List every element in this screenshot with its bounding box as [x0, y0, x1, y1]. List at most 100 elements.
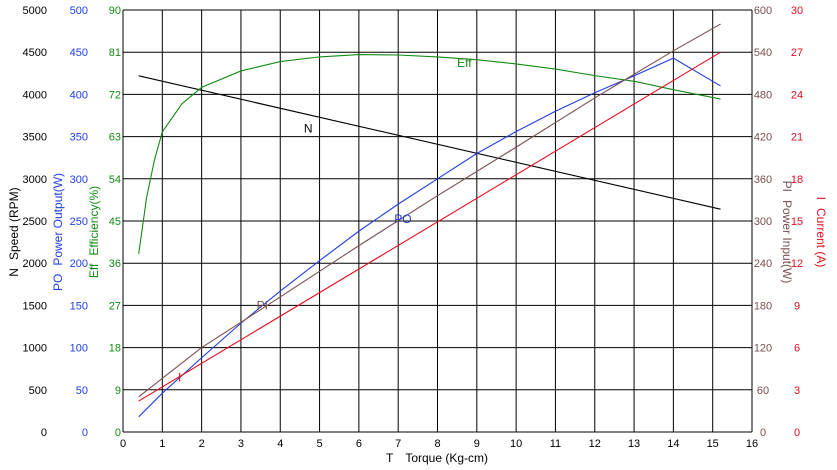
y-tick-label-pi: 480	[754, 89, 772, 101]
y-tick-label-n: 4500	[23, 47, 47, 59]
x-axis-title: T Torque (Kg-cm)	[386, 451, 488, 465]
y-tick-label-eff: 0	[115, 427, 121, 439]
y-axis-symbol: PO	[51, 274, 65, 291]
x-tick-label: 11	[550, 438, 561, 450]
y-tick-label-po: 300	[70, 174, 88, 186]
curve-label-i: I	[178, 370, 181, 384]
y-axis-title-text: I Current (A)	[814, 197, 828, 268]
y-tick-label-i: 6	[794, 343, 800, 355]
y-tick-label-po: 450	[70, 47, 88, 59]
chart-axis-titles: N Speed (RPM) PO Power Output(W) Eff Efficien…	[7, 173, 828, 465]
y-tick-label-eff: 72	[109, 89, 121, 101]
y-tick-label-pi: 180	[754, 300, 772, 312]
y-tick-label-po: 250	[70, 216, 88, 228]
y-axis-label: Speed (RPM)	[7, 187, 21, 260]
y-tick-label-po: 500	[70, 5, 88, 17]
x-tick-label: 8	[434, 438, 440, 450]
y-axis-symbol: N	[7, 268, 21, 277]
y-axis-symbol: PI	[780, 181, 794, 192]
y-tick-label-pi: 360	[754, 174, 772, 186]
y-axis-label: Power Input(W)	[780, 200, 794, 283]
x-tick-label: 12	[589, 438, 601, 450]
x-axis-symbol: T	[386, 451, 394, 465]
y-axis-title-text: N Speed (RPM)	[7, 187, 21, 276]
y-tick-label-po: 0	[82, 427, 88, 439]
x-tick-label: 9	[474, 438, 480, 450]
y-tick-label-eff: 27	[109, 300, 121, 312]
chart-grid	[122, 9, 753, 433]
y-tick-label-eff: 90	[109, 5, 121, 17]
y-axis-title-n: N Speed (RPM)	[7, 187, 21, 276]
y-tick-label-n: 2000	[23, 258, 47, 270]
y-tick-label-n: 3500	[23, 132, 47, 144]
x-tick-label: 3	[238, 438, 244, 450]
chart-curve-labels: N PO Eff PI I	[178, 56, 472, 384]
y-tick-label-n: 500	[29, 385, 47, 397]
y-axis-title-text: Eff Efficiency(%)	[87, 186, 101, 278]
y-axis-title-text: PI Power Input(W)	[780, 181, 794, 284]
chart-curves	[138, 23, 721, 418]
y-tick-label-eff: 45	[109, 216, 121, 228]
y-tick-label-po: 400	[70, 89, 88, 101]
y-tick-label-i: 9	[794, 300, 800, 312]
x-tick-label: 10	[510, 438, 522, 450]
x-tick-label: 13	[628, 438, 640, 450]
y-tick-label-po: 150	[70, 300, 88, 312]
series-line-po	[138, 57, 721, 418]
x-tick-label: 16	[746, 438, 758, 450]
y-axis-title-text: PO Power Output(W)	[51, 173, 65, 291]
y-tick-label-pi: 300	[754, 216, 772, 228]
y-tick-label-pi: 540	[754, 47, 772, 59]
x-tick-label: 14	[667, 438, 679, 450]
y-axis-label: Power Output(W)	[51, 173, 65, 266]
y-tick-label-pi: 60	[757, 385, 769, 397]
series-line-eff	[138, 53, 721, 254]
x-tick-label: 1	[159, 438, 165, 450]
y-tick-label-eff: 54	[109, 174, 121, 186]
y-tick-label-n: 5000	[23, 5, 47, 17]
y-axis-label: Current (A)	[814, 208, 828, 267]
chart-tick-labels: 0 1 2 3 4 5 6 7 8 9 10 11 12 13 14 15 160500100015002000…	[23, 5, 804, 450]
y-tick-label-n: 1000	[23, 343, 47, 355]
y-tick-label-pi: 600	[754, 5, 772, 17]
y-tick-label-eff: 9	[115, 385, 121, 397]
y-tick-label-i: 18	[791, 174, 803, 186]
y-tick-label-n: 4000	[23, 89, 47, 101]
x-tick-label: 15	[707, 438, 719, 450]
y-tick-label-i: 3	[794, 385, 800, 397]
x-tick-label: 2	[199, 438, 205, 450]
curve-label-eff: Eff	[457, 56, 472, 70]
y-axis-label: Efficiency(%)	[87, 186, 101, 256]
y-axis-title-po: PO Power Output(W)	[51, 173, 65, 291]
y-tick-label-i: 27	[791, 47, 803, 59]
y-tick-label-i: 30	[791, 5, 803, 17]
y-tick-label-eff: 81	[109, 47, 121, 59]
y-axis-title-eff: Eff Efficiency(%)	[87, 186, 101, 278]
y-tick-label-n: 2500	[23, 216, 47, 228]
y-tick-label-eff: 18	[109, 343, 121, 355]
curve-label-pi: PI	[257, 299, 268, 313]
y-tick-label-pi: 0	[760, 427, 766, 439]
x-tick-label: 5	[317, 438, 323, 450]
y-tick-label-eff: 36	[109, 258, 121, 270]
x-axis-label: Torque (Kg-cm)	[405, 451, 488, 465]
x-tick-label: 0	[120, 438, 126, 450]
y-tick-label-i: 0	[794, 427, 800, 439]
y-axis-symbol: I	[814, 197, 828, 200]
series-line-n	[138, 75, 721, 210]
x-tick-label: 4	[277, 438, 283, 450]
y-axis-title-i: I Current (A)	[814, 197, 828, 268]
y-tick-label-n: 0	[41, 427, 47, 439]
y-tick-label-po: 200	[70, 258, 88, 270]
y-tick-label-n: 1500	[23, 300, 47, 312]
y-tick-label-i: 15	[791, 216, 803, 228]
curve-label-po: PO	[394, 212, 411, 226]
y-tick-label-po: 100	[70, 343, 88, 355]
curve-label-n: N	[304, 121, 313, 135]
y-tick-label-pi: 120	[754, 343, 772, 355]
y-tick-label-po: 350	[70, 132, 88, 144]
y-tick-label-pi: 420	[754, 132, 772, 144]
x-tick-label: 7	[395, 438, 401, 450]
y-tick-label-po: 50	[76, 385, 88, 397]
